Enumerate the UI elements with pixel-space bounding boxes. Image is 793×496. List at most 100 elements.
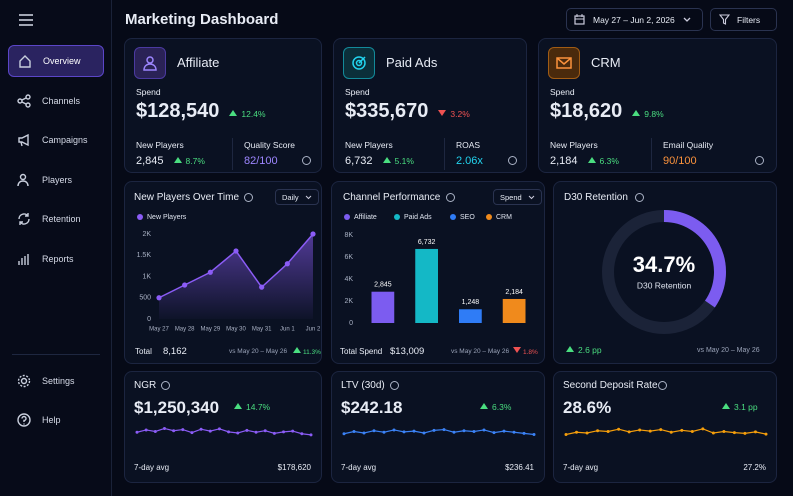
point	[207, 269, 213, 275]
chart-title: Channel Performance	[343, 192, 441, 203]
value-label: 6,732	[418, 239, 436, 246]
nav-label: Players	[42, 175, 73, 185]
info-icon[interactable]	[390, 381, 399, 390]
menu-icon[interactable]	[19, 14, 33, 26]
footer-value: $236.41	[505, 463, 534, 472]
total-label: Total Spend	[340, 347, 383, 356]
delta-text: 8.7%	[185, 156, 205, 166]
kpi-card: CRM Spend $18,620 9.8% New Players 2,184 6…	[538, 38, 777, 173]
dropdown-label: Daily	[282, 192, 299, 202]
chart-title: LTV (30d)	[341, 380, 385, 391]
chart: 34.7% D30 Retention	[602, 210, 726, 334]
point	[432, 428, 436, 432]
point	[638, 428, 642, 432]
metric-card: NGR $1,250,340 14.7% 7-day avg $178,620	[124, 371, 322, 483]
metric-value: 2,184	[550, 155, 578, 167]
delta-text: 1.8%	[523, 349, 538, 356]
point	[153, 429, 157, 433]
date-range: May 27 – Jun 2, 2026	[593, 14, 675, 25]
line	[136, 427, 312, 436]
info-icon[interactable]	[446, 193, 455, 202]
dropdown[interactable]: Spend	[493, 189, 542, 205]
date-picker[interactable]: May 27 – Jun 2, 2026	[566, 8, 703, 31]
delta-text: 3.2%	[450, 109, 470, 119]
y-tick-label: 0	[349, 320, 353, 327]
y-tick-label: 500	[139, 295, 151, 302]
nav-item[interactable]: Retention	[8, 203, 104, 235]
calendar-icon	[574, 14, 585, 25]
point	[190, 431, 194, 435]
info-icon[interactable]	[658, 381, 667, 390]
point	[596, 429, 600, 433]
nav-item[interactable]: Channels	[8, 85, 104, 117]
kpi-delta: 3.2%	[438, 109, 470, 119]
nav-label: Help	[42, 415, 61, 425]
point	[462, 429, 466, 433]
point	[208, 429, 212, 433]
x-tick-label: May 28	[175, 327, 195, 333]
point	[585, 431, 589, 435]
point	[227, 430, 231, 434]
kpi-label: Spend	[136, 87, 161, 97]
point	[659, 428, 663, 432]
metric-value: $242.18	[341, 398, 403, 417]
chart-card: New Players Over Time Daily 0 500 1K 1.5K 2K…	[124, 181, 322, 364]
bar	[371, 291, 395, 323]
point	[472, 429, 476, 433]
nav-label: Reports	[42, 254, 74, 264]
point	[617, 427, 621, 431]
nav-item[interactable]: Reports	[8, 243, 104, 275]
nav-item[interactable]: Overview	[8, 45, 104, 77]
metric-row: 2,845 8.7%	[136, 155, 205, 167]
kpi-delta: 9.8%	[632, 109, 664, 119]
nav-item[interactable]: Campaigns	[8, 124, 104, 156]
point	[482, 428, 486, 432]
point	[627, 430, 631, 434]
value-label: 2,845	[374, 282, 392, 289]
nav-item[interactable]: Settings	[8, 365, 104, 397]
point	[217, 427, 221, 431]
footer-label: 7-day avg	[563, 463, 599, 472]
area	[159, 234, 313, 319]
total-label: Total	[135, 347, 152, 356]
info-icon[interactable]	[635, 193, 644, 202]
dropdown[interactable]: Daily	[275, 189, 319, 205]
point	[732, 431, 736, 435]
y-tick-label: 0	[147, 316, 151, 323]
info-icon[interactable]	[755, 156, 764, 165]
info-icon[interactable]	[161, 381, 170, 390]
point	[412, 429, 416, 433]
kpi-row: $18,620 9.8%	[550, 100, 664, 123]
value-label: 1,248	[462, 299, 480, 306]
delta-text: 5.1%	[394, 156, 414, 166]
delta-text: 12.4%	[241, 109, 266, 119]
nav-item[interactable]: Players	[8, 164, 104, 196]
info-icon[interactable]	[302, 156, 311, 165]
legend-marker	[486, 214, 492, 220]
point	[743, 431, 747, 435]
point	[382, 430, 386, 434]
chart-title: D30 Retention	[564, 192, 628, 203]
point	[502, 429, 506, 433]
filters-button[interactable]: Filters	[710, 8, 777, 31]
nav-item[interactable]: Help	[8, 404, 104, 436]
point	[362, 431, 366, 435]
metric-card: Second Deposit Rate 28.6% 3.1 pp 7-day a…	[553, 371, 777, 483]
point	[181, 428, 185, 432]
delta-text: 3.1 pp	[734, 402, 758, 412]
info-icon[interactable]	[244, 193, 253, 202]
point	[669, 430, 673, 434]
legend-marker	[394, 214, 400, 220]
point	[532, 433, 536, 437]
delta: 1.8%	[513, 347, 538, 356]
footer-label: 7-day avg	[134, 463, 170, 472]
metric-delta: 8.7%	[173, 156, 205, 166]
metric-value: $1,250,340	[134, 398, 220, 417]
point	[753, 430, 757, 434]
info-icon[interactable]	[508, 156, 517, 165]
y-tick-label: 4K	[344, 276, 353, 283]
chart-card: D30 Retention 34.7% D30 Retention 2.6 pp …	[553, 181, 777, 364]
point	[392, 428, 396, 432]
chart-title: Second Deposit Rate	[563, 380, 658, 391]
